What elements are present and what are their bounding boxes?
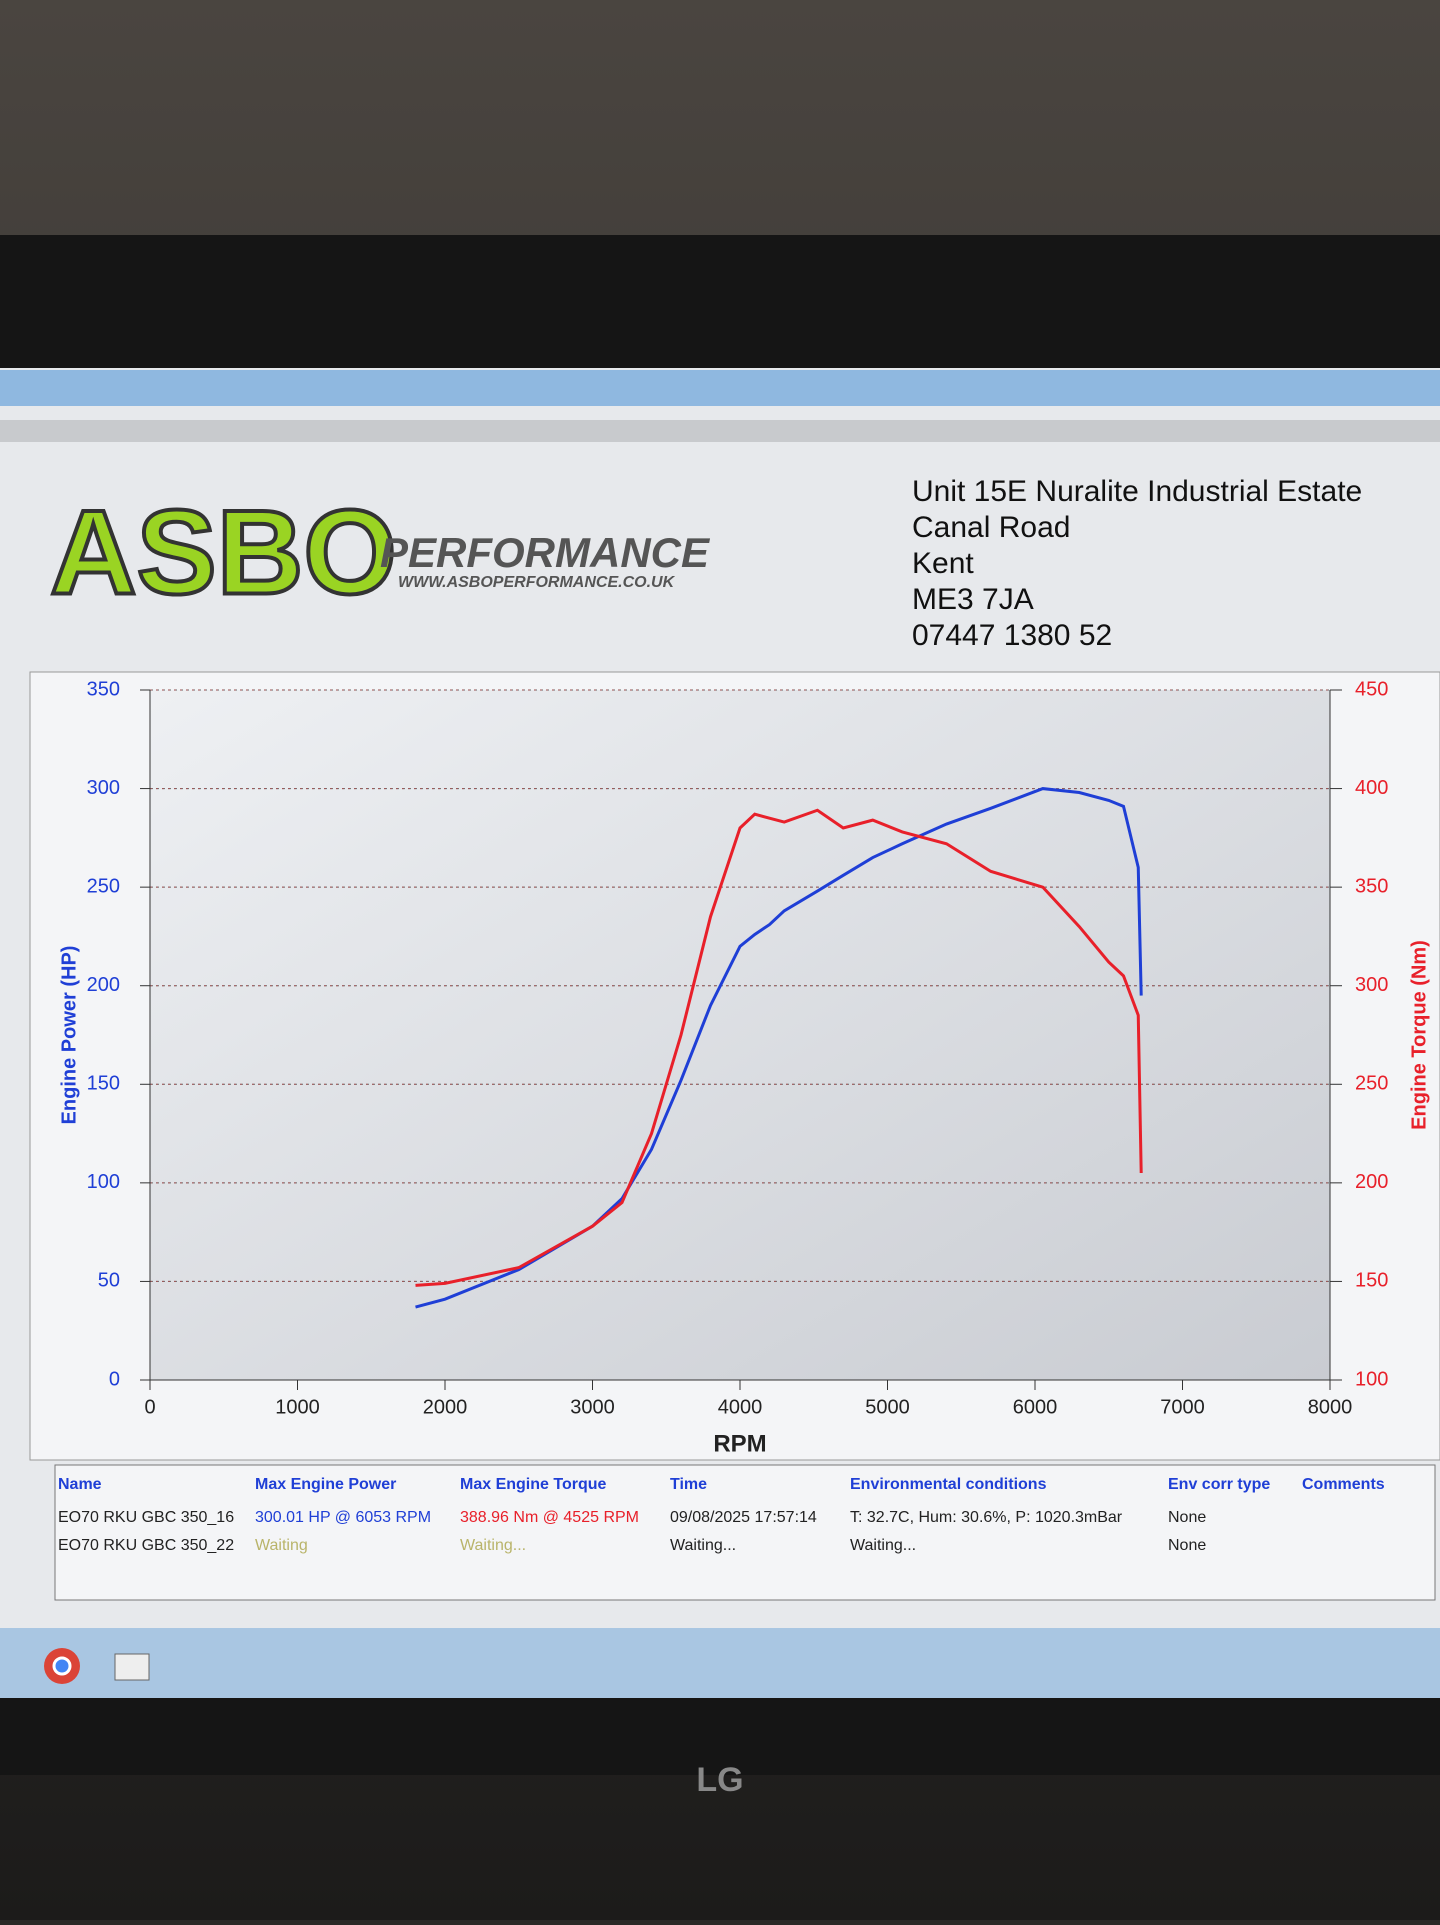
table-cell: 300.01 HP @ 6053 RPM	[255, 1509, 431, 1526]
y2-tick-label: 100	[1355, 1368, 1388, 1390]
table-cell: EO70 RKU GBC 350_22	[58, 1537, 234, 1554]
monitor-brand: LG	[696, 1761, 743, 1799]
y2-tick-label: 200	[1355, 1171, 1388, 1193]
table-cell: T: 32.7C, Hum: 30.6%, P: 1020.3mBar	[850, 1509, 1123, 1526]
series-line	[415, 808, 1143, 1287]
address-line: 07447 1380 52	[912, 619, 1112, 652]
address-line: ME3 7JA	[912, 583, 1034, 616]
x-tick-label: 5000	[865, 1396, 910, 1418]
address-line: Canal Road	[912, 511, 1070, 544]
address-line: Unit 15E Nuralite Industrial Estate	[912, 475, 1362, 508]
y2-tick-label: 400	[1355, 777, 1388, 799]
y2-tick-label: 450	[1355, 678, 1388, 700]
table-cell: Waiting...	[670, 1537, 736, 1554]
window-titlebar	[0, 370, 1440, 406]
y-tick-label: 150	[87, 1073, 120, 1095]
browser-icon-center	[52, 1656, 72, 1676]
x-tick-label: 7000	[1160, 1396, 1205, 1418]
table-header: Env corr type	[1168, 1476, 1270, 1493]
logo: ASBO	[50, 486, 397, 620]
toolbar	[0, 420, 1440, 442]
y-tick-label: 200	[87, 974, 120, 996]
y2-axis-label: Engine Torque (Nm)	[1408, 940, 1430, 1130]
table-cell: EO70 RKU GBC 350_16	[58, 1509, 234, 1526]
address-line: Kent	[912, 547, 974, 580]
table-cell: Waiting...	[850, 1537, 916, 1554]
x-tick-label: 2000	[423, 1396, 468, 1418]
y2-tick-label: 250	[1355, 1073, 1388, 1095]
table-cell: 388.96 Nm @ 4525 RPM	[460, 1509, 639, 1526]
y-tick-label: 50	[98, 1270, 120, 1292]
address: Unit 15E Nuralite Industrial EstateCanal…	[912, 475, 1362, 652]
x-tick-label: 1000	[275, 1396, 320, 1418]
y-tick-label: 300	[87, 777, 120, 799]
x-tick-label: 3000	[570, 1396, 615, 1418]
table-header: Max Engine Torque	[460, 1476, 606, 1493]
y2-tick-label: 300	[1355, 974, 1388, 996]
table-header: Environmental conditions	[850, 1476, 1047, 1493]
results-table	[54, 1464, 1436, 1601]
x-tick-label: 0	[144, 1396, 155, 1418]
y-axis-label: Engine Power (HP)	[58, 946, 80, 1125]
y-tick-label: 350	[87, 678, 120, 700]
plot-area	[150, 690, 1330, 1380]
app-icon[interactable]	[114, 1653, 150, 1681]
taskbar	[0, 1628, 1440, 1698]
website: WWW.ASBOPERFORMANCE.CO.UK	[398, 574, 676, 591]
y2-tick-label: 150	[1355, 1270, 1388, 1292]
table-header: Name	[58, 1476, 102, 1493]
table-header: Max Engine Power	[255, 1476, 396, 1493]
table-cell: Waiting...	[460, 1537, 526, 1554]
x-axis-label: RPM	[713, 1430, 766, 1457]
x-tick-label: 6000	[1013, 1396, 1058, 1418]
y-tick-label: 100	[87, 1171, 120, 1193]
table-cell: None	[1168, 1537, 1206, 1554]
y2-tick-label: 350	[1355, 875, 1388, 897]
x-tick-label: 8000	[1308, 1396, 1353, 1418]
y-tick-label: 250	[87, 875, 120, 897]
table-header: Time	[670, 1476, 707, 1493]
table-header: Comments	[1302, 1476, 1385, 1493]
y-tick-label: 0	[109, 1368, 120, 1390]
table-cell: None	[1168, 1509, 1206, 1526]
brand: PERFORMANCE	[380, 529, 711, 576]
x-tick-label: 4000	[718, 1396, 763, 1418]
series-line	[415, 787, 1143, 1309]
table-cell: 09/08/2025 17:57:14	[670, 1509, 817, 1526]
table-cell: Waiting	[255, 1537, 308, 1554]
